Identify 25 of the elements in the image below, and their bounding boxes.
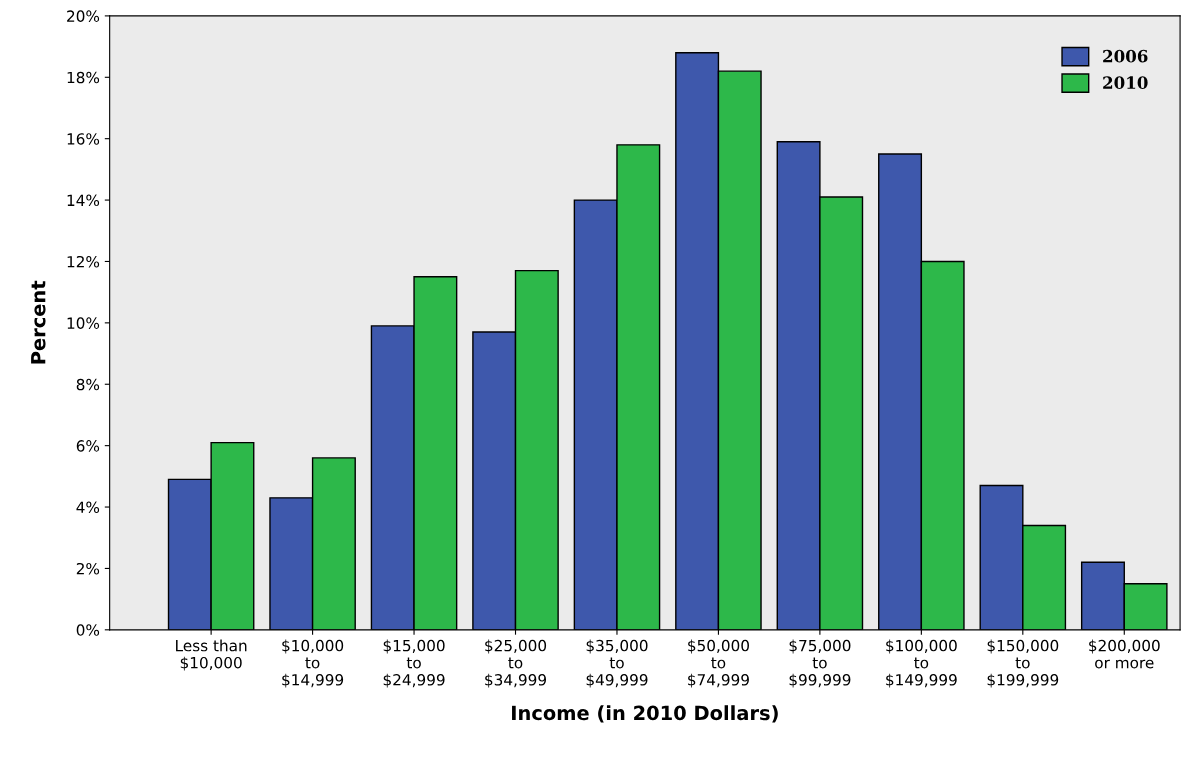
y-tick-label: 0% [76, 624, 100, 636]
x-tick-label: $15,000 to $24,999 [383, 639, 445, 688]
x-tick-label: $100,000 to $149,999 [886, 639, 957, 688]
x-tick-label: $35,000 to $49,999 [586, 639, 648, 688]
y-tick-label: 2% [76, 562, 100, 575]
x-tick-label: $25,000 to $34,999 [485, 639, 547, 688]
x-tick-label: $150,000 to $199,999 [987, 639, 1059, 688]
x-tick-label: $10,000 to $14,999 [282, 639, 344, 688]
y-tick-label: 10% [67, 317, 100, 329]
y-tick-label: 4% [76, 501, 100, 514]
x-axis-title: Income (in 2010 Dollars) [512, 705, 778, 723]
legend-label: 2006 [1103, 49, 1148, 63]
y-tick-label: 12% [67, 255, 100, 268]
y-tick-label: 8% [76, 378, 100, 391]
y-tick-label: 20% [67, 10, 100, 22]
legend-label: 2010 [1103, 76, 1148, 89]
x-tick-label: Less than $10,000 [176, 639, 247, 671]
y-axis-title: Percent [31, 280, 46, 364]
x-tick-label: $75,000 to $99,999 [789, 639, 851, 688]
y-tick-label: 18% [67, 71, 100, 84]
y-tick-label: 6% [76, 440, 100, 452]
y-tick-label: 14% [67, 194, 100, 207]
y-tick-label: 16% [67, 133, 100, 145]
x-tick-label: $50,000 to $74,999 [688, 639, 750, 688]
x-tick-label: $200,000 or more [1089, 639, 1160, 669]
